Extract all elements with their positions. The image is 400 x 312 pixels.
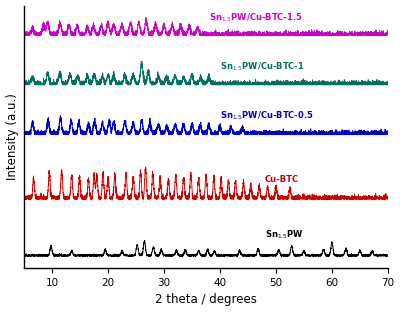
Text: Cu-BTC: Cu-BTC [265, 175, 299, 184]
Text: Sn$_{1.5}$PW/Cu-BTC-0.5: Sn$_{1.5}$PW/Cu-BTC-0.5 [220, 110, 314, 122]
X-axis label: 2 theta / degrees: 2 theta / degrees [155, 294, 257, 306]
Text: Sn$_{1.5}$PW/Cu-BTC-1.5: Sn$_{1.5}$PW/Cu-BTC-1.5 [209, 11, 302, 24]
Text: Sn$_{1.5}$PW: Sn$_{1.5}$PW [265, 228, 304, 241]
Text: Sn$_{1.5}$PW/Cu-BTC-1: Sn$_{1.5}$PW/Cu-BTC-1 [220, 60, 305, 73]
Y-axis label: Intensity (a.u.): Intensity (a.u.) [6, 93, 18, 180]
